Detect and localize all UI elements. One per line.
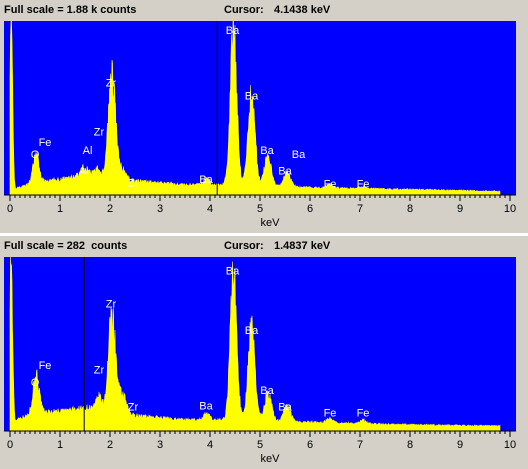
peak-label: Ba <box>226 25 240 37</box>
peak-label: Al <box>79 165 89 177</box>
x-tick-label: 6 <box>307 439 313 451</box>
x-tick-label: 2 <box>107 203 113 215</box>
panel-header: Full scale = 282 counts Cursor: 1.4837 k… <box>0 236 528 256</box>
peak-label: Ba <box>199 400 213 412</box>
peak-label: Ba <box>292 149 306 161</box>
spectrum-trace <box>9 256 501 432</box>
x-tick-label: 0 <box>7 439 13 451</box>
peak-label: Ba <box>199 174 213 186</box>
peak-label: Ba <box>260 385 274 397</box>
x-tick-label: 5 <box>257 439 263 451</box>
x-axis-label: keV <box>261 453 281 465</box>
cursor-label: Cursor: <box>224 240 264 252</box>
peak-label: O <box>31 377 40 389</box>
peak-label: Fe <box>324 408 337 420</box>
x-tick-label: 4 <box>207 203 213 215</box>
cursor-label: Cursor: <box>224 4 264 16</box>
peak-label: Ba <box>245 325 259 337</box>
x-tick-label: 7 <box>357 203 363 215</box>
panel-header: Full scale = 1.88 k counts Cursor: 4.143… <box>0 0 528 20</box>
panel-separator <box>0 233 528 236</box>
peak-label: O <box>31 149 40 161</box>
plot-area <box>4 257 516 431</box>
full-scale-label: Full scale = 1.88 k counts <box>4 4 137 16</box>
x-tick-label: 1 <box>57 439 63 451</box>
peak-label: Ba <box>278 401 292 413</box>
x-axis-label: keV <box>261 217 281 229</box>
peak-label: Zr <box>106 78 117 90</box>
x-tick-label: 8 <box>407 439 413 451</box>
peak-label: Ba <box>245 91 259 103</box>
spectrum-chart-bottom[interactable]: O Fe Zr Zr Zr Ba Ba Ba Ba Ba Fe Fe 0 1 2 3 4 5 6 7 8 9 10 keV <box>0 256 528 469</box>
peak-label: Fe <box>324 178 337 190</box>
peak-label: Fe <box>357 178 370 190</box>
plot-area <box>4 21 516 195</box>
x-tick-label: 4 <box>207 439 213 451</box>
peak-label: Zr <box>94 364 105 376</box>
peak-label: Fe <box>357 408 370 420</box>
x-tick-label: 5 <box>257 203 263 215</box>
x-tick-label: 3 <box>157 439 163 451</box>
x-tick-label: 1 <box>57 203 63 215</box>
spectrum-trace <box>9 20 501 196</box>
x-tick-label: 10 <box>504 203 516 215</box>
full-scale-label: Full scale = 282 counts <box>4 240 128 252</box>
x-tick-label: 9 <box>457 439 463 451</box>
x-tick-label: 10 <box>504 439 516 451</box>
peak-label: Fe <box>39 360 52 372</box>
peak-label: Fe <box>39 137 52 149</box>
x-tick-label: 2 <box>107 439 113 451</box>
x-tick-label: 0 <box>7 203 13 215</box>
x-tick-label: 7 <box>357 439 363 451</box>
peak-label: Zr <box>128 178 139 190</box>
x-tick-label: 3 <box>157 203 163 215</box>
x-tick-label: 6 <box>307 203 313 215</box>
peak-label: Zr <box>128 401 139 413</box>
peak-label: Al <box>83 145 93 157</box>
peak-label: Ba <box>260 145 274 157</box>
cursor-value: 4.1438 keV <box>274 4 331 16</box>
cursor-value: 1.4837 keV <box>274 240 331 252</box>
peak-label: Ba <box>278 165 292 177</box>
x-tick-label: 8 <box>407 203 413 215</box>
peak-label: Ba <box>226 266 240 278</box>
x-tick-label: 9 <box>457 203 463 215</box>
peak-label: Zr <box>106 298 117 310</box>
peak-label: Zr <box>94 127 105 139</box>
